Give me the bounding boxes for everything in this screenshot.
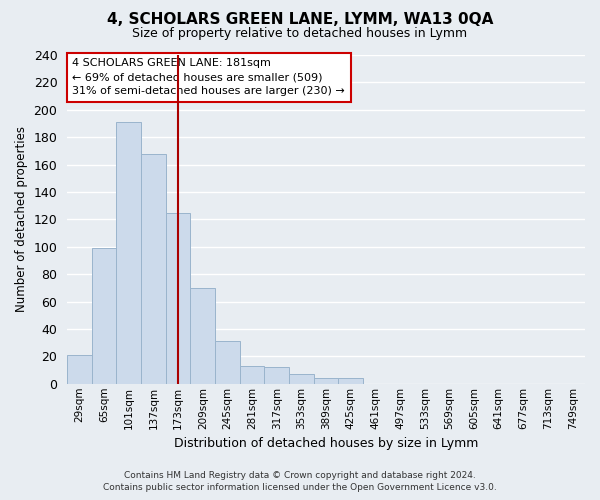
- Bar: [289, 374, 314, 384]
- X-axis label: Distribution of detached houses by size in Lymm: Distribution of detached houses by size …: [174, 437, 478, 450]
- Bar: [67, 355, 92, 384]
- Text: 4, SCHOLARS GREEN LANE, LYMM, WA13 0QA: 4, SCHOLARS GREEN LANE, LYMM, WA13 0QA: [107, 12, 493, 28]
- Bar: [92, 248, 116, 384]
- Bar: [116, 122, 141, 384]
- Y-axis label: Number of detached properties: Number of detached properties: [15, 126, 28, 312]
- Bar: [338, 378, 363, 384]
- Text: Contains HM Land Registry data © Crown copyright and database right 2024.
Contai: Contains HM Land Registry data © Crown c…: [103, 471, 497, 492]
- Bar: [166, 212, 190, 384]
- Bar: [240, 366, 265, 384]
- Text: Size of property relative to detached houses in Lymm: Size of property relative to detached ho…: [133, 28, 467, 40]
- Bar: [314, 378, 338, 384]
- Bar: [190, 288, 215, 384]
- Bar: [265, 368, 289, 384]
- Bar: [141, 154, 166, 384]
- Bar: [215, 342, 240, 384]
- Text: 4 SCHOLARS GREEN LANE: 181sqm
← 69% of detached houses are smaller (509)
31% of : 4 SCHOLARS GREEN LANE: 181sqm ← 69% of d…: [73, 58, 345, 96]
